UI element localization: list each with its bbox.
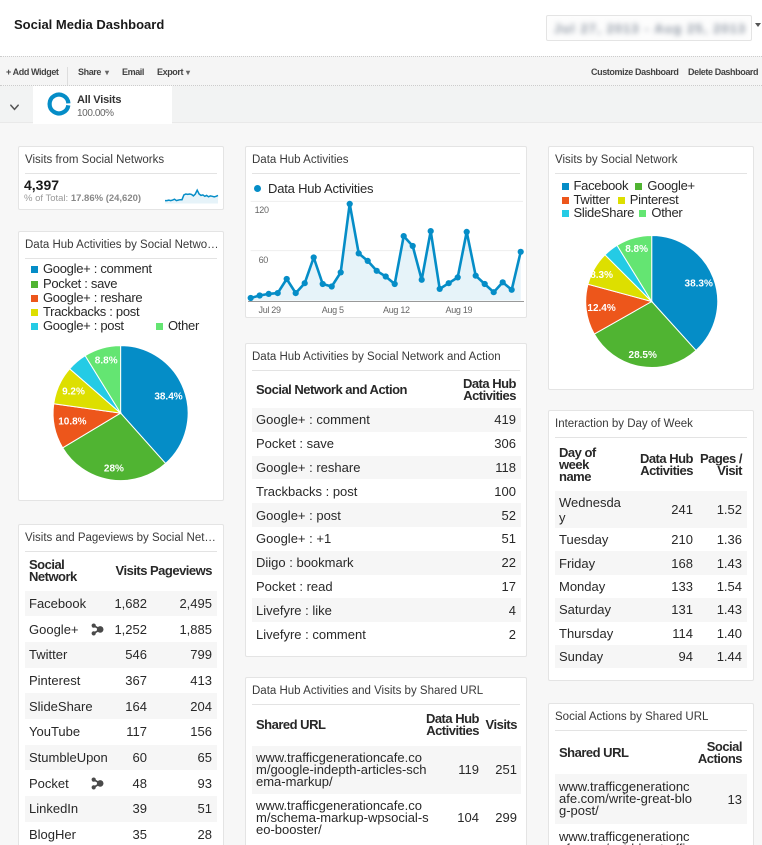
svg-text:8.8%: 8.8%: [625, 244, 648, 255]
svg-text:28.5%: 28.5%: [629, 350, 657, 361]
svg-text:8.8%: 8.8%: [95, 356, 118, 367]
svg-text:10.8%: 10.8%: [58, 416, 86, 427]
svg-text:8.3%: 8.3%: [590, 270, 613, 281]
svg-text:12.4%: 12.4%: [587, 303, 615, 314]
svg-text:9.2%: 9.2%: [62, 387, 85, 398]
svg-text:38.4%: 38.4%: [154, 392, 182, 403]
svg-text:28%: 28%: [104, 464, 124, 475]
svg-text:38.3%: 38.3%: [685, 279, 713, 290]
